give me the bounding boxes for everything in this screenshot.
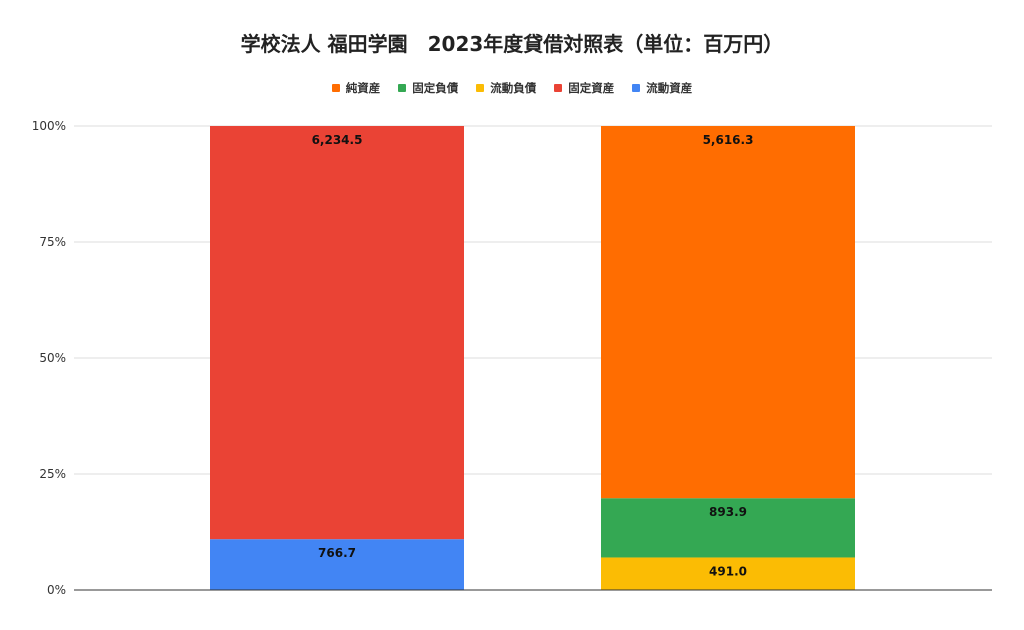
legend: 純資産 固定負債 流動負債 固定資産 流動資産 [0,80,1024,96]
data-label: 6,234.5 [312,133,363,147]
data-label: 766.7 [318,546,356,560]
y-tick-label: 100% [32,119,66,133]
data-label: 491.0 [709,564,747,578]
legend-swatch [398,84,407,92]
legend-swatch [554,84,563,92]
label-layer: 766.7 6,234.5 491.0 893.9 5,616.3 [312,133,754,578]
legend-item-current-liabilities[interactable]: 流動負債 [476,80,536,96]
legend-label: 固定負債 [412,81,459,95]
data-label: 893.9 [709,505,747,519]
legend-item-fixed-assets[interactable]: 固定資産 [554,80,614,96]
data-label: 5,616.3 [703,133,754,147]
legend-item-fixed-liabilities[interactable]: 固定負債 [398,80,458,96]
y-tick-label: 50% [39,351,66,365]
bar-segment[interactable] [210,126,464,540]
legend-swatch [331,84,340,92]
y-tick-label: 25% [39,467,66,481]
chart-title: 学校法人 福田学園 2023年度貸借対照表（単位：百万円） [240,32,784,56]
legend-swatch [476,84,485,92]
legend-label: 固定資産 [568,81,615,95]
legend-swatch [632,84,641,92]
axis-layer: 0% 25% 50% 75% 100% [32,119,992,597]
bar-layer [210,126,855,590]
bar-segment[interactable] [601,557,855,590]
bar-segment[interactable] [601,498,855,558]
legend-label: 流動資産 [646,81,693,95]
bar-segment[interactable] [210,539,464,590]
y-tick-label: 75% [39,235,66,249]
legend-item-net-assets[interactable]: 純資産 [331,80,381,96]
legend-label: 流動負債 [490,81,537,95]
y-tick-label: 0% [47,583,66,597]
bar-segment[interactable] [601,126,855,499]
legend-label: 純資産 [345,81,381,95]
legend-item-current-assets[interactable]: 流動資産 [632,80,692,96]
